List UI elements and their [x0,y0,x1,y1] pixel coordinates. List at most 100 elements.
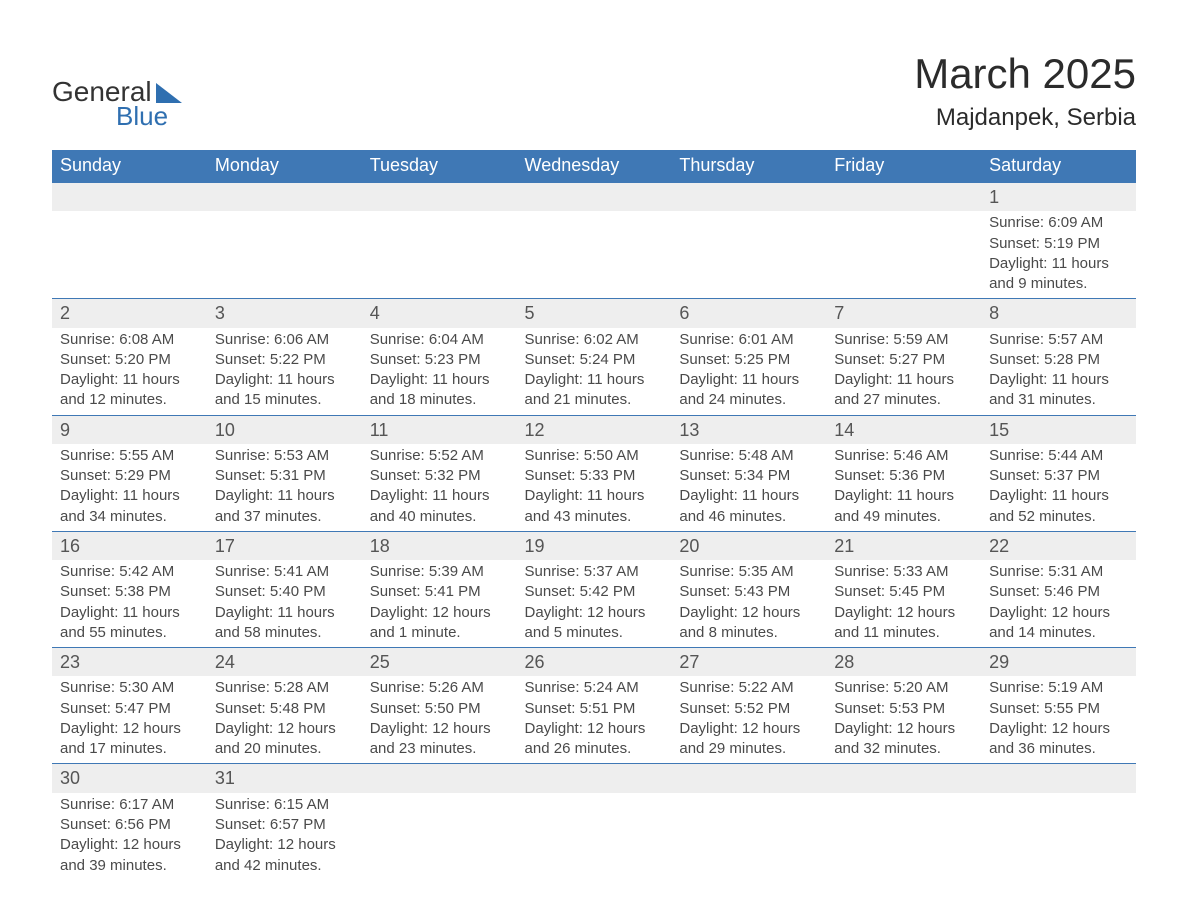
day-data-cell: Sunrise: 5:59 AMSunset: 5:27 PMDaylight:… [826,328,981,416]
day-data-cell: Sunrise: 5:42 AMSunset: 5:38 PMDaylight:… [52,560,207,648]
weekday-header: Saturday [981,150,1136,182]
day-data-cell: Sunrise: 5:37 AMSunset: 5:42 PMDaylight:… [517,560,672,648]
day-data-cell: Sunrise: 5:44 AMSunset: 5:37 PMDaylight:… [981,444,1136,532]
day-number-cell: 29 [981,648,1136,677]
day-number-cell: 3 [207,299,362,328]
day-number-cell: 16 [52,531,207,560]
day-number-cell: 15 [981,415,1136,444]
weekday-header: Sunday [52,150,207,182]
calendar-header: SundayMondayTuesdayWednesdayThursdayFrid… [52,150,1136,182]
day-number-row: 23242526272829 [52,648,1136,677]
location: Majdanpek, Serbia [914,104,1136,132]
day-data-cell: Sunrise: 6:17 AMSunset: 6:56 PMDaylight:… [52,793,207,880]
day-data-cell [671,211,826,299]
day-data-row: Sunrise: 5:55 AMSunset: 5:29 PMDaylight:… [52,444,1136,532]
day-data-cell: Sunrise: 5:50 AMSunset: 5:33 PMDaylight:… [517,444,672,532]
day-number-cell: 23 [52,648,207,677]
day-data-cell: Sunrise: 5:22 AMSunset: 5:52 PMDaylight:… [671,676,826,764]
day-number-cell [207,182,362,211]
day-data-cell [981,793,1136,880]
day-data-row: Sunrise: 6:09 AMSunset: 5:19 PMDaylight:… [52,211,1136,299]
day-number-cell: 13 [671,415,826,444]
day-data-cell: Sunrise: 5:57 AMSunset: 5:28 PMDaylight:… [981,328,1136,416]
day-number-cell: 21 [826,531,981,560]
day-number-cell: 10 [207,415,362,444]
day-number-cell: 12 [517,415,672,444]
day-data-cell: Sunrise: 5:48 AMSunset: 5:34 PMDaylight:… [671,444,826,532]
day-data-cell [517,211,672,299]
day-number-cell [826,764,981,793]
day-number-cell: 22 [981,531,1136,560]
day-data-cell: Sunrise: 5:55 AMSunset: 5:29 PMDaylight:… [52,444,207,532]
weekday-header: Wednesday [517,150,672,182]
day-number-cell [362,764,517,793]
day-number-cell [517,182,672,211]
weekday-header: Monday [207,150,362,182]
weekday-header: Friday [826,150,981,182]
day-data-cell: Sunrise: 5:20 AMSunset: 5:53 PMDaylight:… [826,676,981,764]
day-data-cell [671,793,826,880]
day-number-cell: 17 [207,531,362,560]
day-number-cell: 30 [52,764,207,793]
day-number-cell: 31 [207,764,362,793]
day-number-row: 3031 [52,764,1136,793]
day-number-cell: 1 [981,182,1136,211]
day-data-cell: Sunrise: 5:26 AMSunset: 5:50 PMDaylight:… [362,676,517,764]
day-data-cell [52,211,207,299]
day-data-cell: Sunrise: 6:06 AMSunset: 5:22 PMDaylight:… [207,328,362,416]
day-number-cell: 6 [671,299,826,328]
day-data-cell: Sunrise: 5:19 AMSunset: 5:55 PMDaylight:… [981,676,1136,764]
day-data-cell [362,793,517,880]
day-number-cell: 11 [362,415,517,444]
day-number-cell: 9 [52,415,207,444]
day-data-cell: Sunrise: 6:15 AMSunset: 6:57 PMDaylight:… [207,793,362,880]
day-data-cell: Sunrise: 6:09 AMSunset: 5:19 PMDaylight:… [981,211,1136,299]
day-data-cell [207,211,362,299]
brand-logo: General Blue [52,50,182,129]
day-number-cell: 28 [826,648,981,677]
weekday-header: Thursday [671,150,826,182]
day-number-cell: 7 [826,299,981,328]
day-data-cell: Sunrise: 6:08 AMSunset: 5:20 PMDaylight:… [52,328,207,416]
day-number-cell: 2 [52,299,207,328]
day-data-cell: Sunrise: 6:04 AMSunset: 5:23 PMDaylight:… [362,328,517,416]
day-number-cell [671,182,826,211]
day-data-cell: Sunrise: 5:33 AMSunset: 5:45 PMDaylight:… [826,560,981,648]
day-number-cell: 26 [517,648,672,677]
day-number-row: 16171819202122 [52,531,1136,560]
day-number-cell [981,764,1136,793]
day-data-cell [826,211,981,299]
weekday-header: Tuesday [362,150,517,182]
month-title: March 2025 [914,50,1136,98]
day-number-cell: 24 [207,648,362,677]
calendar-table: SundayMondayTuesdayWednesdayThursdayFrid… [52,150,1136,880]
title-block: March 2025 Majdanpek, Serbia [914,50,1136,132]
day-data-cell: Sunrise: 5:31 AMSunset: 5:46 PMDaylight:… [981,560,1136,648]
day-data-cell: Sunrise: 5:35 AMSunset: 5:43 PMDaylight:… [671,560,826,648]
brand-name-part2: Blue [116,103,182,129]
day-data-cell: Sunrise: 5:52 AMSunset: 5:32 PMDaylight:… [362,444,517,532]
day-data-cell: Sunrise: 5:24 AMSunset: 5:51 PMDaylight:… [517,676,672,764]
day-number-cell [671,764,826,793]
day-data-row: Sunrise: 6:17 AMSunset: 6:56 PMDaylight:… [52,793,1136,880]
day-data-row: Sunrise: 5:42 AMSunset: 5:38 PMDaylight:… [52,560,1136,648]
day-number-cell: 4 [362,299,517,328]
day-number-row: 1 [52,182,1136,211]
day-data-row: Sunrise: 5:30 AMSunset: 5:47 PMDaylight:… [52,676,1136,764]
day-number-row: 9101112131415 [52,415,1136,444]
day-data-cell: Sunrise: 5:46 AMSunset: 5:36 PMDaylight:… [826,444,981,532]
day-data-cell [517,793,672,880]
day-data-cell [826,793,981,880]
day-data-cell: Sunrise: 5:30 AMSunset: 5:47 PMDaylight:… [52,676,207,764]
day-number-cell [362,182,517,211]
day-number-cell: 18 [362,531,517,560]
day-number-cell [826,182,981,211]
day-data-cell [362,211,517,299]
day-number-cell: 8 [981,299,1136,328]
day-number-cell: 19 [517,531,672,560]
day-data-cell: Sunrise: 5:39 AMSunset: 5:41 PMDaylight:… [362,560,517,648]
day-number-cell: 14 [826,415,981,444]
day-data-cell: Sunrise: 5:53 AMSunset: 5:31 PMDaylight:… [207,444,362,532]
day-number-cell [517,764,672,793]
day-number-cell: 27 [671,648,826,677]
